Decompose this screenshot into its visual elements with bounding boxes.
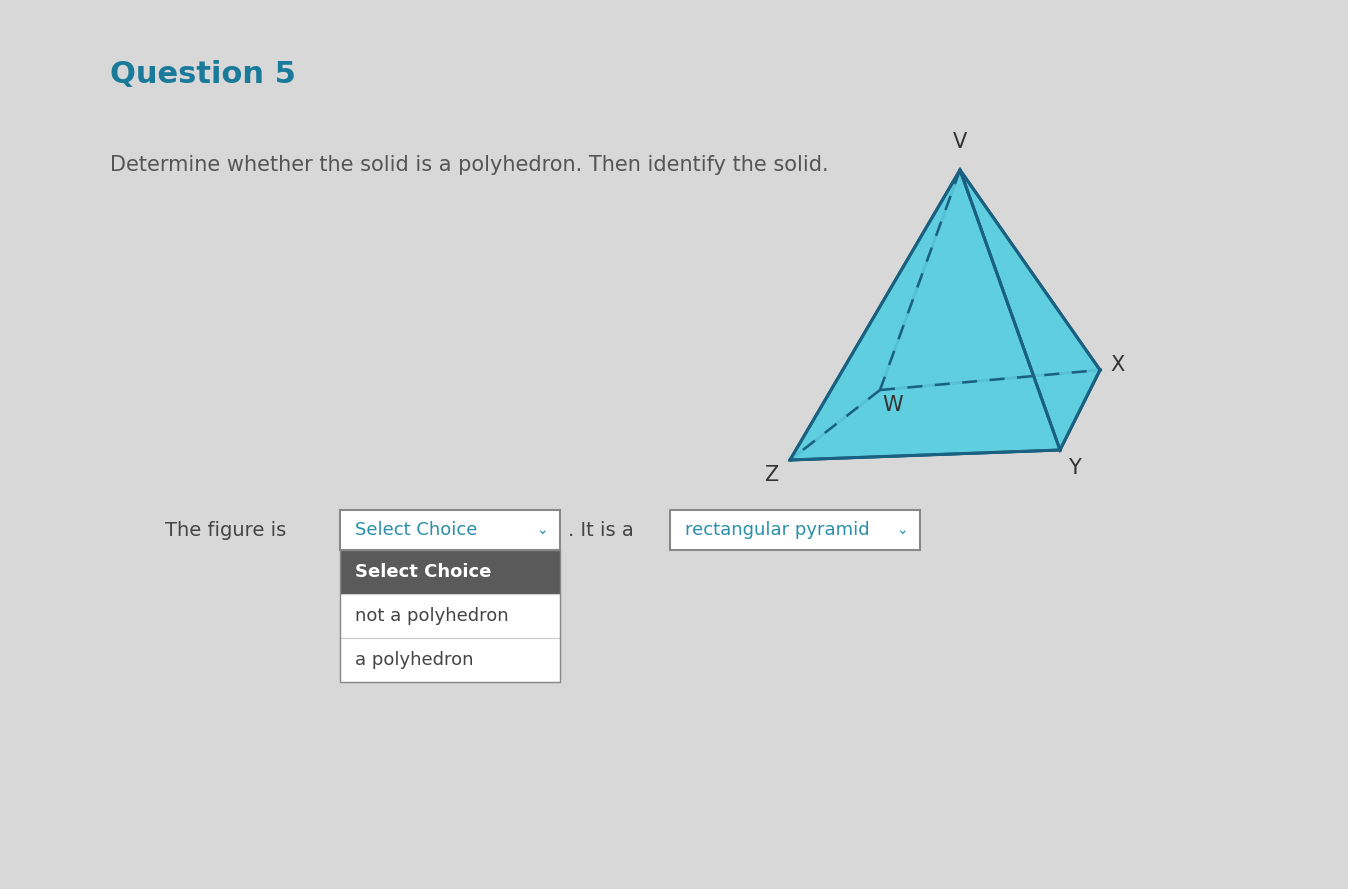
Polygon shape — [880, 170, 1100, 390]
FancyBboxPatch shape — [340, 510, 559, 550]
Polygon shape — [790, 170, 1060, 460]
Text: rectangular pyramid: rectangular pyramid — [685, 521, 869, 539]
Polygon shape — [960, 170, 1100, 450]
FancyBboxPatch shape — [340, 550, 559, 594]
Text: Select Choice: Select Choice — [355, 521, 477, 539]
Text: The figure is: The figure is — [164, 520, 286, 540]
Text: . It is a: . It is a — [568, 520, 634, 540]
Text: X: X — [1109, 355, 1124, 375]
Text: a polyhedron: a polyhedron — [355, 651, 473, 669]
FancyBboxPatch shape — [340, 594, 559, 638]
Text: ⌄: ⌄ — [896, 523, 909, 537]
Text: ⌄: ⌄ — [537, 523, 549, 537]
FancyBboxPatch shape — [340, 638, 559, 682]
Text: V: V — [953, 132, 967, 152]
Polygon shape — [790, 170, 960, 460]
Text: W: W — [882, 395, 903, 415]
FancyBboxPatch shape — [670, 510, 919, 550]
Polygon shape — [790, 370, 1100, 460]
Text: Y: Y — [1068, 458, 1081, 478]
Text: Question 5: Question 5 — [111, 60, 295, 89]
Text: Select Choice: Select Choice — [355, 563, 492, 581]
Text: Z: Z — [764, 465, 778, 485]
Text: not a polyhedron: not a polyhedron — [355, 607, 508, 625]
Text: Determine whether the solid is a polyhedron. Then identify the solid.: Determine whether the solid is a polyhed… — [111, 155, 829, 175]
